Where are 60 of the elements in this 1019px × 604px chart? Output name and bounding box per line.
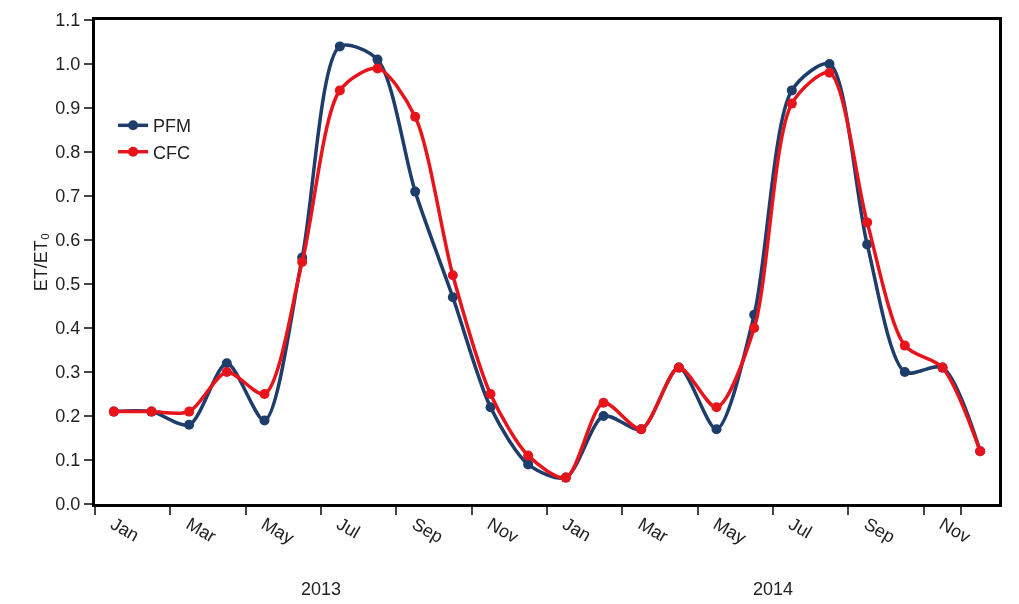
y-tick-label: 0.4 xyxy=(55,318,81,339)
point xyxy=(485,402,496,413)
point xyxy=(221,358,232,369)
y-tick-label: 1.1 xyxy=(55,10,81,31)
point xyxy=(447,270,458,281)
point xyxy=(447,292,458,303)
y-tick-label: 0.1 xyxy=(55,450,81,471)
x-tick-label: Nov xyxy=(484,513,522,547)
y-tick-label: 1.0 xyxy=(55,54,81,75)
y-tick-label: 0.0 xyxy=(55,494,81,515)
point xyxy=(334,85,345,96)
legend-label: CFC xyxy=(153,142,191,163)
point xyxy=(598,397,609,408)
point xyxy=(862,217,873,228)
x-tick-label: Jan xyxy=(107,513,143,546)
point xyxy=(297,257,308,267)
x-tick-label: Sep xyxy=(860,513,899,547)
point xyxy=(899,340,910,351)
legend-label: PFM xyxy=(153,116,192,137)
point xyxy=(259,389,270,399)
y-tick-label: 0.5 xyxy=(55,274,81,295)
point xyxy=(786,85,797,96)
point xyxy=(711,424,722,435)
y-tick-label: 0.9 xyxy=(55,98,81,119)
point xyxy=(711,402,722,413)
x-tick-label: Sep xyxy=(408,513,447,547)
y-axis-title: ET/ET₀ xyxy=(31,232,51,292)
point xyxy=(410,111,421,122)
x-tick-label: Jul xyxy=(785,513,816,543)
point xyxy=(786,98,797,109)
point xyxy=(862,239,873,250)
point xyxy=(598,411,609,421)
text: 2013 xyxy=(301,579,342,599)
point xyxy=(184,419,195,430)
y-tick-label: 0.8 xyxy=(55,142,81,163)
y-tick-label: 0.7 xyxy=(55,186,81,207)
x-tick-label: Mar xyxy=(634,513,672,547)
y-tick-label: 0.2 xyxy=(55,406,81,427)
x-tick-label: Mar xyxy=(182,513,220,547)
point xyxy=(899,367,910,377)
x-tick-label: May xyxy=(710,513,750,548)
point xyxy=(334,41,345,52)
y-tick-label: 0.6 xyxy=(55,230,81,251)
point xyxy=(824,67,835,78)
x-tick-label: Jul xyxy=(333,513,364,543)
point xyxy=(372,63,383,74)
point xyxy=(824,59,835,69)
x-tick-label: Nov xyxy=(936,513,974,547)
x-tick-label: May xyxy=(258,513,298,548)
x-tick-label: Jan xyxy=(559,513,595,546)
y-tick-label: 0.3 xyxy=(55,362,81,383)
point xyxy=(749,323,760,333)
point xyxy=(523,459,534,470)
point xyxy=(410,186,421,197)
point xyxy=(221,367,232,377)
point xyxy=(485,389,496,399)
point xyxy=(184,406,195,417)
text: 2014 xyxy=(753,579,794,599)
point xyxy=(523,450,534,461)
point xyxy=(259,415,270,426)
